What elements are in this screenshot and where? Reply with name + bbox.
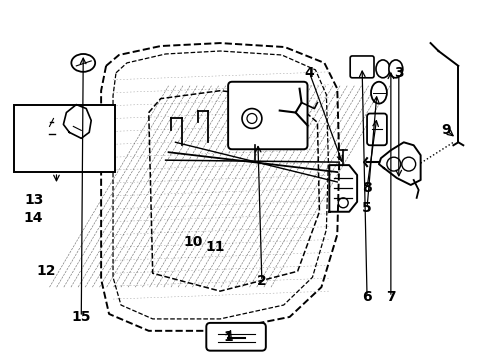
Text: 2: 2 xyxy=(257,274,267,288)
Text: 7: 7 xyxy=(386,290,396,304)
Bar xyxy=(14,105,115,172)
Ellipse shape xyxy=(371,82,387,104)
Text: 13: 13 xyxy=(24,193,43,207)
Text: 14: 14 xyxy=(24,211,44,225)
Text: 4: 4 xyxy=(305,66,315,80)
Text: 5: 5 xyxy=(362,201,372,215)
Text: 1: 1 xyxy=(223,330,233,344)
FancyBboxPatch shape xyxy=(206,323,266,351)
Text: 10: 10 xyxy=(184,234,203,248)
Ellipse shape xyxy=(72,54,95,72)
Text: 15: 15 xyxy=(72,310,91,324)
FancyBboxPatch shape xyxy=(228,82,308,149)
Ellipse shape xyxy=(376,60,390,78)
FancyBboxPatch shape xyxy=(367,113,387,145)
Text: 12: 12 xyxy=(37,264,56,278)
Ellipse shape xyxy=(389,60,403,78)
Text: 9: 9 xyxy=(441,123,451,138)
FancyBboxPatch shape xyxy=(350,56,374,78)
Text: 3: 3 xyxy=(394,66,404,80)
Text: 8: 8 xyxy=(362,181,372,195)
Text: 6: 6 xyxy=(362,290,372,304)
Text: 11: 11 xyxy=(205,240,225,255)
